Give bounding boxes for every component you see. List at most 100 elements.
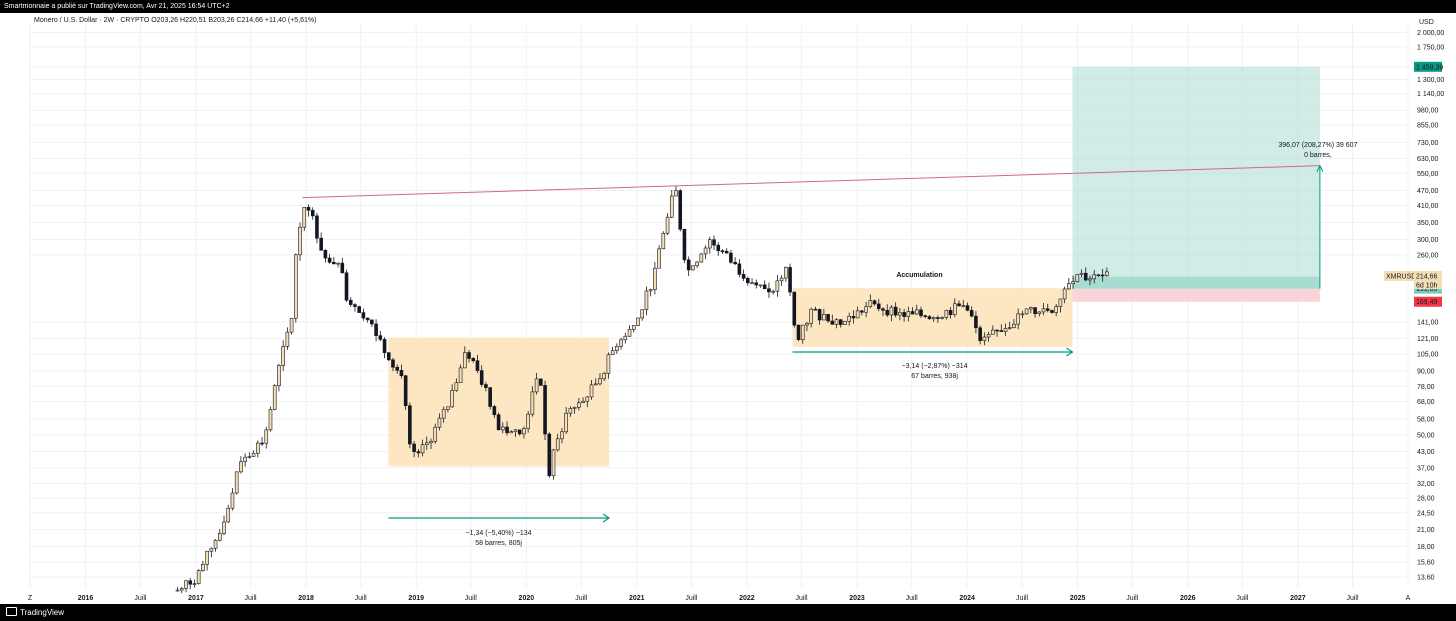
candle — [838, 319, 843, 325]
candle — [720, 250, 725, 253]
candle — [843, 320, 847, 325]
candle — [192, 583, 197, 585]
candle — [986, 333, 991, 338]
range1-measure-arrow-icon — [602, 513, 611, 523]
published-text: Smartmonnaie a publié sur TradingView.co… — [4, 3, 230, 10]
candle — [188, 580, 193, 585]
candle — [496, 414, 501, 431]
candle — [750, 282, 754, 285]
candle — [1020, 313, 1025, 316]
x-axis-label: 2021 — [629, 595, 645, 602]
candle — [636, 317, 640, 326]
candle — [247, 456, 252, 458]
candle — [416, 451, 421, 454]
candle — [475, 360, 480, 371]
brand-label: TradingView — [20, 608, 65, 617]
x-axis-label: 2027 — [1290, 595, 1306, 602]
x-axis-label: 2024 — [959, 595, 975, 602]
y-axis-label: 90,00 — [1417, 368, 1435, 375]
candle — [1071, 281, 1075, 284]
long-stop-zone — [1072, 288, 1320, 302]
x-axis-label: 2022 — [739, 595, 755, 602]
candle — [298, 226, 302, 256]
candle — [551, 449, 556, 477]
candle — [336, 262, 340, 265]
candle — [876, 303, 881, 310]
y-axis-label: 1 300,00 — [1417, 77, 1444, 84]
candle — [175, 589, 180, 592]
candle — [606, 354, 611, 374]
y-axis-label: 2 000,00 — [1417, 30, 1444, 37]
candle — [822, 314, 826, 321]
candle — [974, 315, 978, 329]
candle — [627, 329, 632, 337]
candle — [602, 373, 606, 380]
candle — [910, 311, 915, 315]
candle — [695, 261, 699, 267]
candle — [995, 329, 999, 332]
x-axis-label: Juill — [355, 595, 368, 602]
y-axis-label: 855,00 — [1417, 123, 1439, 130]
candle — [403, 375, 408, 406]
candle — [1041, 308, 1046, 313]
currency-label: USD — [1419, 19, 1434, 26]
candle — [893, 306, 898, 316]
y-axis-label: 260,00 — [1417, 253, 1439, 260]
candle — [686, 259, 691, 271]
range2-measure-arrow-icon — [1066, 347, 1074, 357]
candle — [775, 280, 780, 292]
candle — [395, 366, 400, 371]
candle — [239, 461, 243, 473]
x-axis-label: 2025 — [1070, 595, 1086, 602]
candle — [424, 442, 429, 445]
candle — [543, 385, 547, 435]
candle — [834, 319, 839, 325]
publisher-bar: Smartmonnaie a publié sur TradingView.co… — [0, 0, 1456, 13]
candle — [957, 303, 961, 307]
price-chart[interactable]: Monero / U.S. Dollar · 2W · CRYPTO O203,… — [0, 13, 1456, 604]
candle — [944, 310, 949, 318]
candle — [357, 306, 361, 313]
candle — [1067, 283, 1071, 290]
candle — [348, 299, 353, 305]
candle — [1062, 288, 1067, 300]
candle — [1088, 278, 1092, 281]
candle — [577, 402, 581, 408]
candle — [513, 429, 518, 432]
candle — [323, 249, 328, 259]
candle — [691, 265, 695, 271]
candle — [665, 216, 670, 234]
candle — [953, 303, 957, 315]
x-axis-label: A — [1406, 595, 1411, 602]
y-axis-label: 18,00 — [1417, 544, 1435, 551]
candle — [484, 384, 488, 388]
candle — [1016, 313, 1020, 325]
y-axis-label: 15,60 — [1417, 560, 1435, 567]
candle — [517, 429, 522, 435]
target-price-label: 1 459,39 — [1416, 64, 1443, 71]
candle — [860, 310, 864, 313]
target-bars: 0 barres, — [1304, 152, 1332, 159]
candle — [1007, 327, 1012, 329]
candle — [657, 248, 661, 269]
candle — [965, 305, 970, 311]
candle — [243, 456, 247, 463]
candle — [1050, 310, 1054, 313]
candle — [471, 358, 476, 361]
chart-area[interactable]: Monero / U.S. Dollar · 2W · CRYPTO O203,… — [0, 13, 1456, 604]
candle — [919, 309, 923, 317]
candle — [898, 312, 902, 316]
candle — [948, 310, 953, 315]
candle — [767, 288, 771, 293]
candle — [644, 290, 649, 310]
candle — [454, 382, 459, 391]
candle — [758, 284, 763, 287]
x-axis-label: Juill — [685, 595, 698, 602]
candle — [830, 320, 835, 325]
x-axis-label: Juill — [906, 595, 919, 602]
candle — [585, 396, 590, 402]
candle — [437, 417, 442, 428]
candle — [568, 408, 573, 414]
candle — [272, 385, 277, 410]
y-axis-label: 21,00 — [1417, 527, 1435, 534]
